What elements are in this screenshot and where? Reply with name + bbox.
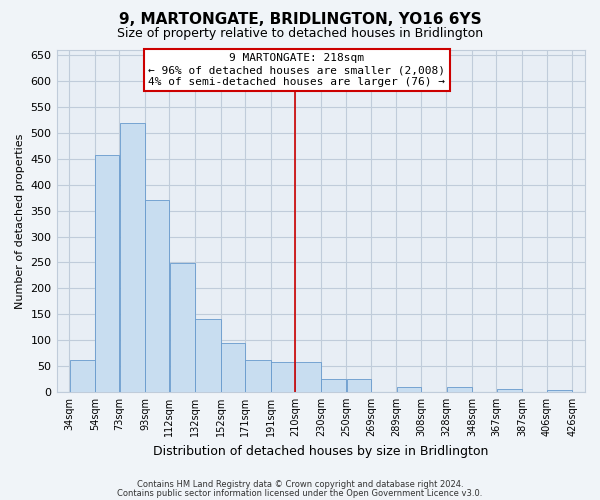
Bar [70,360,95,392]
Bar [295,362,320,392]
Bar [170,263,195,392]
Bar [497,390,522,392]
Text: Contains HM Land Registry data © Crown copyright and database right 2024.: Contains HM Land Registry data © Crown c… [137,480,463,489]
Text: 9, MARTONGATE, BRIDLINGTON, YO16 6YS: 9, MARTONGATE, BRIDLINGTON, YO16 6YS [119,12,481,28]
Bar [347,379,371,392]
Text: Size of property relative to detached houses in Bridlington: Size of property relative to detached ho… [117,28,483,40]
Bar [145,200,169,392]
Bar [221,342,245,392]
Bar [397,386,421,392]
Bar [195,320,221,392]
Bar [547,390,572,392]
Bar [271,362,295,392]
Bar [321,379,346,392]
Y-axis label: Number of detached properties: Number of detached properties [15,134,25,308]
Bar [245,360,271,392]
Text: Contains public sector information licensed under the Open Government Licence v3: Contains public sector information licen… [118,489,482,498]
Bar [446,386,472,392]
Text: 9 MARTONGATE: 218sqm
← 96% of detached houses are smaller (2,008)
4% of semi-det: 9 MARTONGATE: 218sqm ← 96% of detached h… [148,54,445,86]
X-axis label: Distribution of detached houses by size in Bridlington: Distribution of detached houses by size … [153,444,488,458]
Bar [95,155,119,392]
Bar [119,123,145,392]
